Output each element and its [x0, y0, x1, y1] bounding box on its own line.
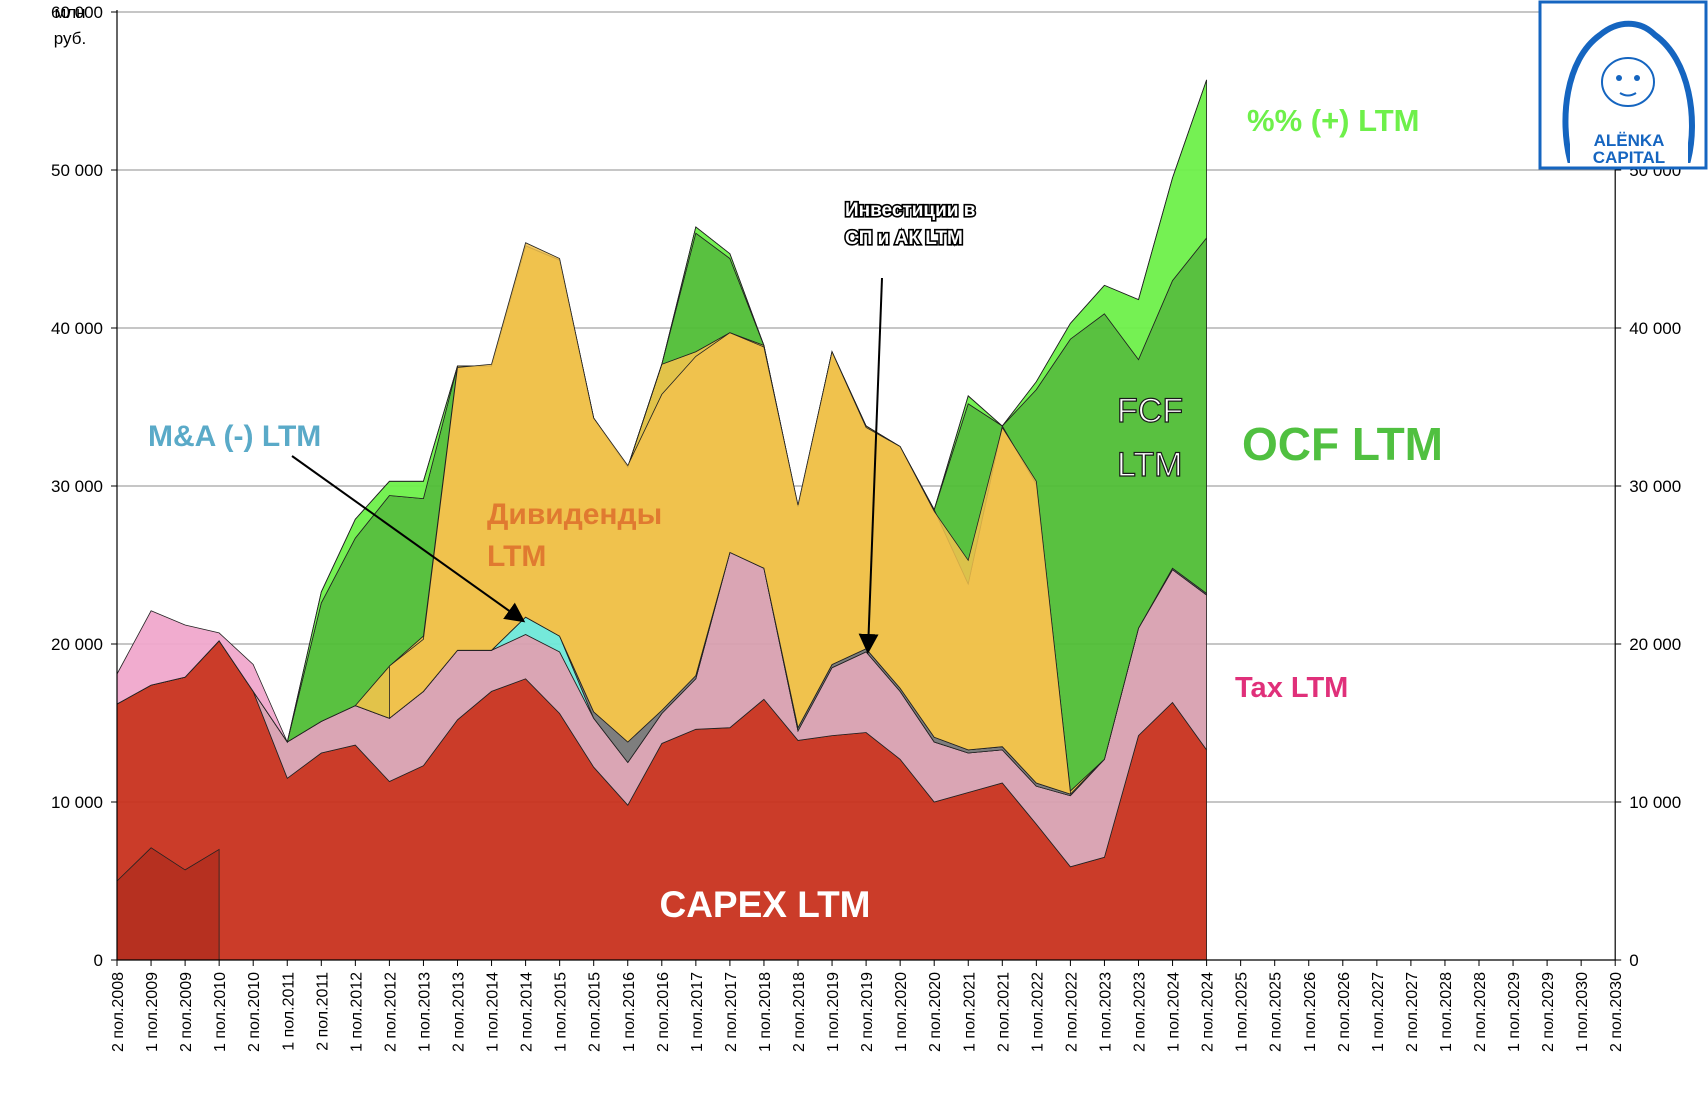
- y-tick-label-right: 30 000: [1629, 477, 1681, 496]
- x-tick-label: 2 пол.2025: [1268, 972, 1285, 1052]
- x-tick-label: 1 пол.2017: [689, 972, 706, 1052]
- label-ocf: OCF LTM: [1242, 418, 1443, 470]
- label-tax: Tax LTM: [1235, 672, 1348, 704]
- x-tick-label: 1 пол.2018: [757, 972, 774, 1052]
- x-tick-label: 1 пол.2014: [485, 972, 502, 1052]
- label-jv-1: Инвестиции в: [845, 200, 975, 221]
- x-tick-label: 2 пол.2026: [1336, 972, 1353, 1052]
- label-fcf-2: LTM: [1117, 446, 1182, 484]
- x-tick-label: 2 пол.2018: [791, 972, 808, 1052]
- x-tick-label: 1 пол.2009: [144, 972, 161, 1052]
- x-tick-label: 2 пол.2030: [1608, 972, 1625, 1052]
- x-tick-label: 2 пол.2011: [314, 972, 331, 1051]
- y-unit-line-2: руб.: [54, 29, 86, 48]
- x-tick-label: 2 пол.2014: [519, 972, 536, 1052]
- x-tick-label: 1 пол.2027: [1370, 972, 1387, 1052]
- x-tick-label: 2 пол.2024: [1200, 972, 1217, 1052]
- x-tick-label: 2 пол.2022: [1063, 972, 1080, 1052]
- x-tick-label: 2 пол.2020: [927, 972, 944, 1052]
- x-tick-label: 1 пол.2023: [1097, 972, 1114, 1052]
- y-tick-label-left: 30 000: [51, 477, 103, 496]
- y-tick-label-left: 10 000: [51, 793, 103, 812]
- overlay-0: [389, 242, 1071, 795]
- x-tick-label: 1 пол.2025: [1234, 972, 1251, 1052]
- x-tick-label: 2 пол.2023: [1132, 972, 1149, 1052]
- label-dividends-1: Дивиденды: [487, 498, 662, 531]
- x-tick-label: 1 пол.2029: [1506, 972, 1523, 1052]
- x-tick-label: 1 пол.2015: [553, 972, 570, 1052]
- x-tick-label: 2 пол.2017: [723, 972, 740, 1052]
- x-tick-label: 1 пол.2022: [1029, 972, 1046, 1052]
- x-tick-label: 1 пол.2028: [1438, 972, 1455, 1052]
- matryoshka-icon: [1562, 20, 1695, 163]
- x-tick-label: 2 пол.2027: [1404, 972, 1421, 1052]
- x-tick-label: 1 пол.2026: [1302, 972, 1319, 1052]
- x-tick-label: 1 пол.2021: [961, 972, 978, 1052]
- arrow-ma: [291, 455, 526, 623]
- logo-line-1: ALЁNKA: [1594, 131, 1665, 150]
- x-tick-label: 1 пол.2012: [348, 972, 365, 1052]
- y-tick-label-right: 20 000: [1629, 635, 1681, 654]
- x-tick-label: 1 пол.2030: [1574, 972, 1591, 1052]
- x-tick-label: 2 пол.2028: [1472, 972, 1489, 1052]
- x-tick-label: 2 пол.2015: [587, 972, 604, 1052]
- y-tick-label-left: 20 000: [51, 635, 103, 654]
- logo-line-2: CAPITAL: [1593, 148, 1665, 167]
- x-tick-label: 2 пол.2021: [995, 972, 1012, 1052]
- y-tick-label-left: 60 000: [51, 3, 103, 22]
- x-tick-label: 2 пол.2013: [451, 972, 468, 1052]
- y-tick-label-left: 50 000: [51, 161, 103, 180]
- y-tick-label-right: 0: [1629, 951, 1638, 970]
- label-ma: M&A (-) LTM: [148, 420, 321, 453]
- logo: ALЁNKA CAPITAL: [1538, 0, 1708, 170]
- x-tick-label: 1 пол.2016: [621, 972, 638, 1052]
- x-tick-label: 1 пол.2010: [212, 972, 229, 1052]
- x-tick-label: 1 пол.2013: [416, 972, 433, 1052]
- x-tick-label: 1 пол.2024: [1166, 972, 1183, 1052]
- y-tick-label-right: 10 000: [1629, 793, 1681, 812]
- label-interest: %% (+) LTM: [1247, 103, 1420, 138]
- label-capex: CAPEX LTM: [659, 884, 870, 925]
- x-tick-label: 2 пол.2010: [246, 972, 263, 1052]
- label-dividends-2: LTM: [487, 540, 546, 573]
- y-tick-label-right: 40 000: [1629, 319, 1681, 338]
- x-tick-label: 1 пол.2020: [893, 972, 910, 1052]
- x-tick-label: 2 пол.2008: [110, 972, 127, 1052]
- label-jv-2: СП и АК LTM: [845, 228, 963, 249]
- areas: [116, 79, 1207, 961]
- x-tick-label: 1 пол.2011: [280, 972, 297, 1051]
- y-tick-label-left: 40 000: [51, 319, 103, 338]
- arrow-jv: [858, 277, 883, 654]
- y-axis-left: 0 10 000 20 000 30 000 40 000 50 000 60 000: [51, 3, 103, 970]
- y-unit-line-1: млн: [55, 3, 86, 22]
- x-tick-label: 2 пол.2016: [655, 972, 672, 1052]
- y-tick-label-left: 0: [94, 951, 103, 970]
- x-tick-label: 1 пол.2019: [825, 972, 842, 1052]
- x-tick-label: 2 пол.2009: [178, 972, 195, 1052]
- x-tick-label: 2 пол.2029: [1540, 972, 1557, 1052]
- x-axis: 2 пол.2008 1 пол.2009 2 пол.2009 1 пол.2010…: [110, 972, 1625, 1052]
- axes: [111, 10, 1622, 966]
- label-fcf-1: FCF: [1117, 392, 1183, 430]
- x-tick-label: 2 пол.2012: [382, 972, 399, 1052]
- x-tick-label: 2 пол.2019: [859, 972, 876, 1052]
